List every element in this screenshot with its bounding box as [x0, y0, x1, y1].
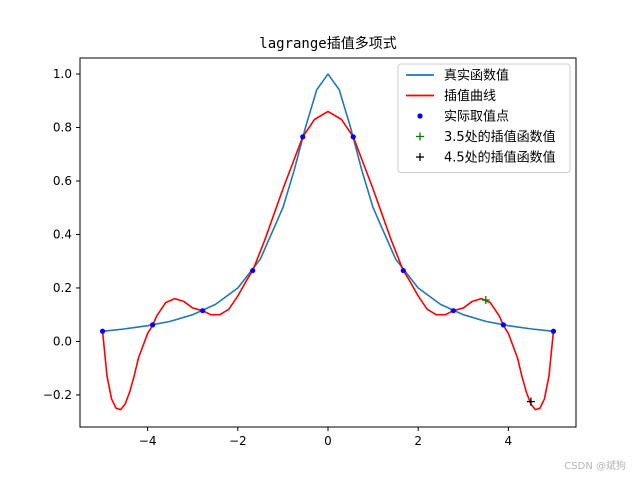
legend-box — [397, 63, 571, 173]
highlight-point — [526, 397, 535, 406]
x-tick-label: 4 — [505, 434, 513, 448]
legend-swatch — [416, 153, 424, 161]
legend-item: 4.5处的插值函数值 — [416, 150, 556, 166]
legend-item: 真实函数值 — [406, 68, 509, 84]
plot-marks — [99, 73, 557, 411]
y-tick-label: 0.8 — [53, 121, 72, 135]
chart-title: lagrange插值多项式 — [259, 35, 396, 52]
series-line-1 — [101, 110, 555, 411]
data-point — [200, 308, 206, 314]
legend-swatch — [417, 113, 423, 119]
x-tick-label: −4 — [139, 434, 157, 448]
data-point — [500, 322, 507, 328]
legend-item: 插值曲线 — [406, 88, 496, 104]
y-tick-label: 0.2 — [53, 281, 72, 295]
legend-swatch — [416, 132, 424, 141]
y-tick-label: 0.6 — [53, 174, 72, 188]
data-point — [450, 308, 456, 314]
data-point — [250, 267, 256, 274]
x-tick-label: −2 — [229, 434, 247, 448]
data-point — [300, 134, 306, 140]
x-tick-label: 0 — [324, 434, 332, 448]
data-point — [550, 328, 557, 334]
legend-item: 3.5处的插值函数值 — [416, 129, 556, 145]
legend-label: 真实函数值 — [444, 68, 509, 84]
data-point — [350, 134, 356, 140]
data-point — [99, 328, 106, 334]
data-point — [400, 267, 406, 274]
legend-label: 插值曲线 — [444, 88, 496, 104]
legend-label: 3.5处的插值函数值 — [444, 129, 556, 145]
x-tick-label: 2 — [414, 434, 422, 448]
y-tick-label: 1.0 — [53, 67, 72, 81]
legend-label: 实际取值点 — [444, 109, 509, 125]
legend-item: 实际取值点 — [417, 109, 509, 125]
axes: −4 −2 0 2 4 −0.2 0.0 0.2 0.4 0.6 0.8 1.0 — [43, 67, 512, 448]
series-line-0 — [102, 73, 554, 333]
legend-label: 4.5处的插值函数值 — [444, 150, 556, 166]
y-tick-label: −0.2 — [43, 388, 72, 402]
watermark: CSDN @斌狗 — [564, 461, 626, 472]
y-tick-label: 0.4 — [53, 227, 72, 241]
y-tick-label: 0.0 — [53, 334, 72, 348]
data-point — [149, 322, 156, 328]
highlight-point — [481, 295, 490, 304]
